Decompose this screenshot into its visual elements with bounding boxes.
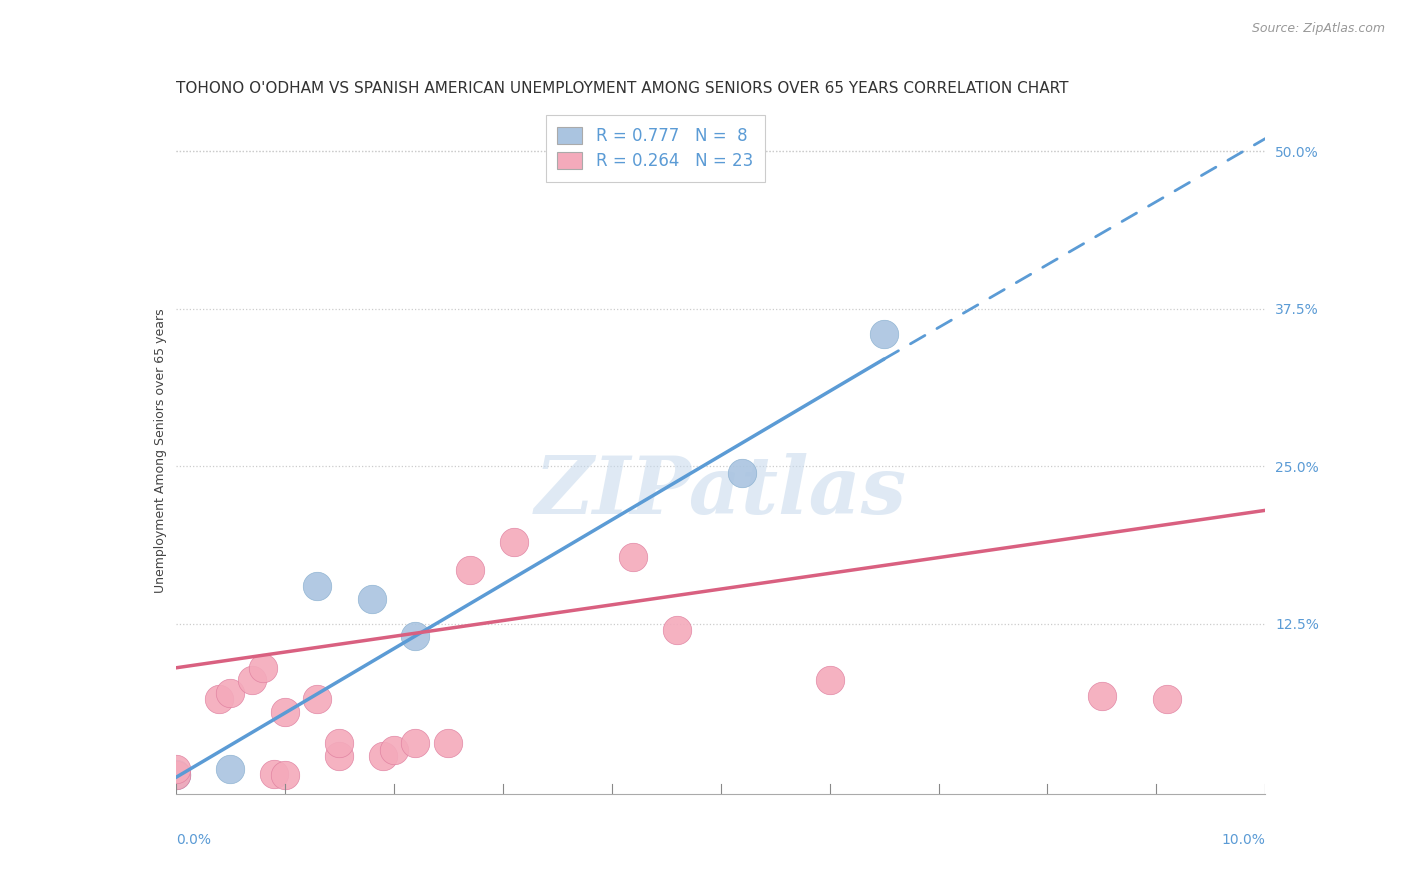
Point [208,692,231,706]
Point [1156,692,1178,706]
Point [328,749,350,764]
Point [274,705,297,719]
Point [458,563,481,577]
Point [1091,689,1114,703]
Point [307,579,329,593]
Point [328,736,350,750]
Point [666,623,689,637]
Point [818,673,841,688]
Point [263,766,285,780]
Point [405,629,427,643]
Point [621,549,644,564]
Point [219,686,242,700]
Text: ZIPatlas: ZIPatlas [534,453,907,531]
Point [873,326,896,341]
Text: Source: ZipAtlas.com: Source: ZipAtlas.com [1251,22,1385,36]
Point [731,466,754,480]
Point [219,762,242,776]
Point [360,591,382,606]
Point [405,736,427,750]
Point [307,692,329,706]
Point [371,749,394,764]
Text: 10.0%: 10.0% [1222,833,1265,847]
Point [165,768,187,782]
Point [165,766,187,780]
Text: TOHONO O'ODHAM VS SPANISH AMERICAN UNEMPLOYMENT AMONG SENIORS OVER 65 YEARS CORR: TOHONO O'ODHAM VS SPANISH AMERICAN UNEMP… [176,81,1069,96]
Point [437,736,460,750]
Point [382,743,405,757]
Y-axis label: Unemployment Among Seniors over 65 years: Unemployment Among Seniors over 65 years [155,308,167,593]
Text: 0.0%: 0.0% [176,833,211,847]
Point [165,768,187,782]
Point [252,661,274,675]
Point [274,768,297,782]
Point [240,673,263,688]
Point [502,534,524,549]
Point [165,762,187,776]
Legend: R = 0.777   N =  8, R = 0.264   N = 23: R = 0.777 N = 8, R = 0.264 N = 23 [546,115,765,182]
